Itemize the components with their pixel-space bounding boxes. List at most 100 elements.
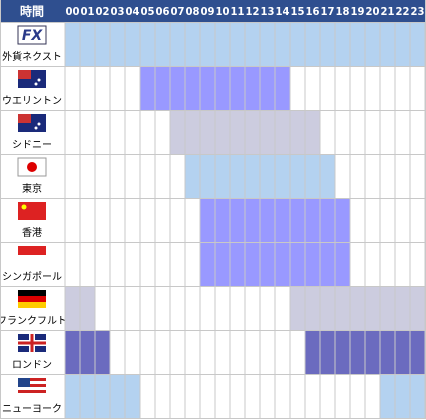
active-hour	[200, 67, 215, 111]
active-hour	[185, 67, 200, 111]
active-hour	[320, 155, 335, 199]
active-hour	[380, 375, 395, 419]
hour-label: 02	[96, 5, 110, 18]
active-hour	[95, 23, 110, 67]
active-hour	[260, 199, 275, 243]
active-hour	[335, 331, 350, 375]
active-hour	[65, 375, 80, 419]
active-hour	[230, 111, 245, 155]
active-hour	[290, 111, 305, 155]
hour-label: 06	[156, 5, 170, 18]
active-hour	[320, 331, 335, 375]
active-hour	[305, 155, 320, 199]
active-hour	[380, 331, 395, 375]
active-hour	[380, 287, 395, 331]
active-hour	[200, 243, 215, 287]
flag-part	[18, 246, 46, 255]
active-hour	[80, 287, 95, 331]
active-hour	[65, 23, 80, 67]
hour-label: 20	[366, 5, 380, 18]
active-hour	[290, 287, 305, 331]
active-hour	[245, 111, 260, 155]
hour-label: 01	[81, 5, 95, 18]
flag-part	[18, 70, 31, 79]
active-hour	[350, 287, 365, 331]
active-hour	[335, 23, 350, 67]
active-hour	[320, 243, 335, 287]
active-hour	[80, 375, 95, 419]
active-hour	[65, 287, 80, 331]
active-hour	[305, 287, 320, 331]
active-hour	[140, 23, 155, 67]
active-hour	[305, 23, 320, 67]
flag-part	[18, 381, 46, 384]
active-hour	[395, 23, 410, 67]
active-hour	[395, 331, 410, 375]
active-hour	[305, 111, 320, 155]
active-hour	[170, 23, 185, 67]
flag-part	[18, 341, 46, 345]
flag-part	[18, 378, 46, 381]
active-hour	[110, 23, 125, 67]
active-hour	[230, 199, 245, 243]
market-name: ニューヨーク	[2, 403, 62, 415]
active-hour	[65, 331, 80, 375]
active-hour	[320, 287, 335, 331]
active-hour	[305, 199, 320, 243]
flag-part	[18, 255, 46, 264]
active-hour	[200, 155, 215, 199]
market-name: 東京	[22, 182, 42, 195]
flag-part	[18, 378, 30, 387]
market-name: シンガポール	[2, 271, 62, 283]
active-hour	[335, 199, 350, 243]
active-hour	[230, 67, 245, 111]
flag-part	[27, 162, 37, 172]
header-title: 時間	[20, 4, 44, 19]
active-hour	[410, 375, 425, 419]
flag-part	[34, 126, 38, 130]
hour-label: 23	[411, 5, 425, 18]
hour-label: 17	[321, 5, 335, 18]
active-hour	[260, 155, 275, 199]
market-name: 香港	[22, 227, 42, 239]
active-hour	[200, 23, 215, 67]
active-hour	[410, 331, 425, 375]
hour-label: 13	[261, 5, 275, 18]
active-hour	[260, 67, 275, 111]
flag-part	[34, 82, 38, 86]
flag-part	[37, 78, 41, 82]
market-name: ロンドン	[12, 360, 52, 371]
active-hour	[230, 23, 245, 67]
active-hour	[80, 331, 95, 375]
active-hour	[170, 67, 185, 111]
flag-part	[17, 25, 47, 45]
flag-part	[18, 296, 46, 302]
active-hour	[275, 199, 290, 243]
active-hour	[290, 23, 305, 67]
market-name: フランクフルト	[0, 315, 67, 327]
flag-part	[18, 302, 46, 308]
hour-label: 15	[291, 5, 305, 18]
active-hour	[185, 23, 200, 67]
active-hour	[245, 67, 260, 111]
active-hour	[155, 67, 170, 111]
active-hour	[320, 23, 335, 67]
hour-label: 11	[231, 5, 245, 18]
active-hour	[275, 67, 290, 111]
logo: FX	[22, 28, 44, 44]
active-hour	[275, 243, 290, 287]
hour-label: 22	[396, 5, 410, 18]
active-hour	[245, 23, 260, 67]
hour-label: 00	[66, 5, 80, 18]
active-hour	[260, 23, 275, 67]
active-hour	[275, 111, 290, 155]
active-hour	[215, 67, 230, 111]
flag-part	[37, 122, 41, 126]
active-hour	[365, 331, 380, 375]
active-hour	[215, 111, 230, 155]
active-hour	[305, 243, 320, 287]
hour-label: 18	[336, 5, 350, 18]
active-hour	[80, 23, 95, 67]
active-hour	[125, 375, 140, 419]
